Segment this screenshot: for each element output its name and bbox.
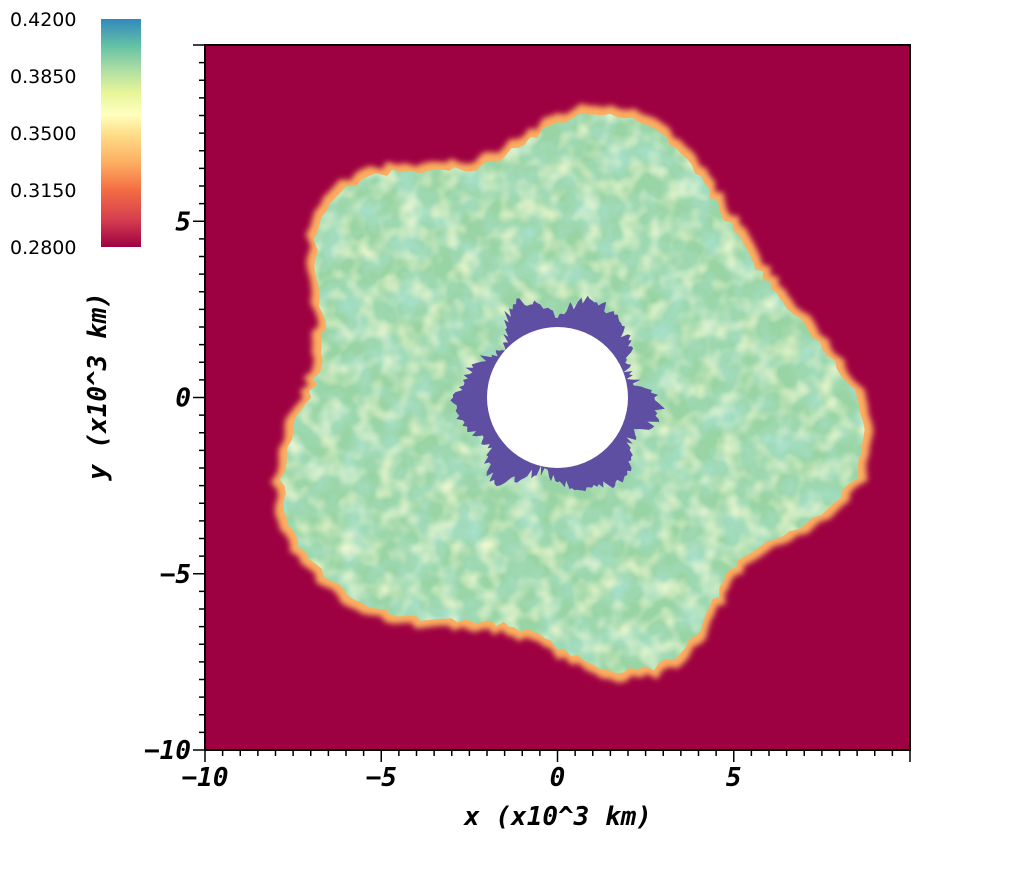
axis-tick-labels: −10 −5 0 5 −10 −5 0 5 [144, 207, 742, 793]
y-tick-label: 5 [175, 207, 191, 237]
y-axis-title: y (x10^3 km) [83, 292, 113, 482]
colorbar-tick-label: 0.3150 [10, 180, 76, 202]
colorbar-tick-label: 0.3500 [10, 123, 76, 145]
y-tick-label: −10 [144, 736, 191, 766]
y-tick-label: 0 [175, 384, 191, 414]
x-tick-label: 0 [550, 763, 566, 793]
axis-ticks [193, 44, 911, 762]
field-layer [270, 103, 874, 683]
x-tick-label: −5 [366, 763, 397, 793]
colorbar: 0.4200 0.3850 0.3500 0.3150 0.2800 [10, 9, 141, 259]
x-tick-label: −10 [182, 763, 229, 793]
y-tick-label: −5 [160, 560, 191, 590]
colorbar-tick-label: 0.3850 [10, 66, 76, 88]
colorbar-gradient [101, 19, 141, 247]
plot-area: −10 −5 0 5 −10 −5 0 5 [144, 44, 911, 793]
colorbar-tick-labels: 0.4200 0.3850 0.3500 0.3150 0.2800 [10, 9, 76, 259]
x-axis-title: x (x10^3 km) [463, 802, 652, 832]
x-tick-label: 5 [726, 763, 742, 793]
inner-hole [487, 327, 628, 468]
colorbar-tick-label: 0.4200 [10, 9, 76, 31]
colorbar-tick-label: 0.2800 [10, 237, 76, 259]
